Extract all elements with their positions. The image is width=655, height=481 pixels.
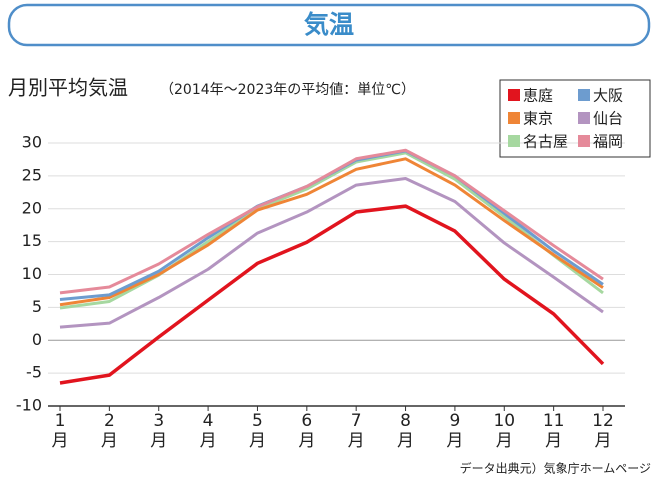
- y-tick-label: 5: [32, 297, 42, 316]
- y-tick-label: 30: [22, 133, 42, 152]
- series-line: [59, 204, 605, 385]
- header-title: 気温: [304, 10, 354, 39]
- series-line: [59, 148, 604, 295]
- legend-swatch: [578, 135, 590, 147]
- series-line: [59, 157, 604, 307]
- legend-swatch: [578, 89, 590, 101]
- y-tick-label: 20: [22, 198, 42, 217]
- legend-label: 大阪: [593, 87, 623, 105]
- header-box: [7, 3, 651, 47]
- y-tick-label: -5: [26, 363, 42, 382]
- y-tick-label: 10: [22, 264, 42, 283]
- y-tick-label: 25: [22, 165, 42, 184]
- chart-subtitle: （2014年～2023年の平均値：単位℃）: [160, 82, 415, 98]
- legend-label: 東京: [523, 110, 553, 128]
- x-tick-label: 10 月: [493, 411, 515, 451]
- series-line: [59, 177, 604, 329]
- legend-label: 名古屋: [523, 133, 568, 151]
- y-tick-label: 0: [32, 330, 42, 349]
- legend-swatch: [508, 135, 520, 147]
- legend-label: 恵庭: [523, 87, 553, 105]
- x-tick-label: 11 月: [543, 411, 565, 451]
- chart-title: 月別平均気温: [8, 76, 128, 100]
- legend-swatch: [508, 89, 520, 101]
- y-tick-label: -10: [16, 396, 42, 415]
- y-tick-label: 15: [22, 231, 42, 250]
- source: データ出典元）気象庁ホームページ: [460, 461, 651, 476]
- legend-label: 仙台: [593, 110, 623, 128]
- legend-box: [499, 79, 651, 158]
- legend-swatch: [508, 112, 520, 124]
- legend-label: 福岡: [593, 133, 623, 151]
- legend-swatch: [578, 112, 590, 124]
- x-tick-label: 12 月: [592, 411, 614, 451]
